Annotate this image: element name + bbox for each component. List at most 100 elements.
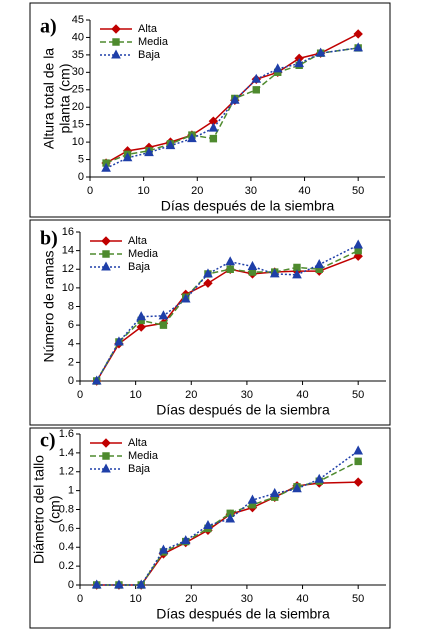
- y-tick-label: 14: [62, 245, 74, 257]
- x-tick-label: 20: [185, 593, 197, 605]
- y-tick-label: 0.8: [59, 503, 74, 515]
- marker: [91, 579, 102, 589]
- x-tick-label: 10: [138, 185, 150, 197]
- legend-label: Baja: [138, 49, 161, 61]
- y-tick-label: 0: [68, 375, 74, 387]
- x-axis-title: Días después de la siembra: [156, 402, 330, 418]
- y-tick-label: 0.6: [59, 522, 74, 534]
- marker: [225, 256, 236, 266]
- y-tick-label: 0: [78, 171, 84, 183]
- marker: [251, 73, 262, 83]
- marker: [91, 375, 102, 385]
- y-tick-label: 1.4: [59, 447, 74, 459]
- marker: [353, 239, 364, 249]
- y-tick-label: 20: [72, 101, 84, 113]
- x-tick-label: 40: [296, 389, 308, 401]
- legend-label: Alta: [128, 235, 148, 247]
- legend-marker: [111, 49, 121, 59]
- y-tick-label: 40: [72, 31, 84, 43]
- y-tick-label: 1.2: [59, 466, 74, 478]
- x-tick-label: 0: [77, 593, 83, 605]
- series-line: [96, 450, 359, 586]
- legend-label: Alta: [138, 23, 158, 35]
- marker: [136, 579, 147, 589]
- y-tick-label: 10: [62, 282, 74, 294]
- legend-marker: [112, 38, 120, 46]
- y-tick-label: 15: [72, 119, 84, 131]
- marker: [353, 445, 364, 455]
- legend-marker: [111, 24, 121, 34]
- marker: [353, 477, 363, 487]
- marker: [203, 519, 213, 530]
- marker: [144, 147, 154, 157]
- x-axis-title: Días después de la siembra: [161, 198, 335, 214]
- marker: [165, 140, 176, 150]
- y-axis-title: (cm): [47, 496, 63, 524]
- y-tick-label: 0.4: [59, 541, 74, 553]
- legend-marker: [101, 261, 111, 271]
- legend-marker: [101, 463, 111, 473]
- x-tick-label: 40: [298, 185, 310, 197]
- x-tick-label: 30: [241, 389, 253, 401]
- marker: [158, 310, 169, 320]
- panel-border: [29, 219, 391, 426]
- y-tick-label: 35: [72, 49, 84, 61]
- marker: [353, 29, 363, 39]
- marker: [114, 336, 124, 346]
- marker: [203, 278, 213, 288]
- y-tick-label: 6: [68, 319, 74, 331]
- series-line: [105, 47, 359, 164]
- y-tick-label: 2: [68, 356, 74, 368]
- marker: [158, 544, 169, 554]
- y-axis-title: Número de ramas: [41, 250, 57, 362]
- series-line: [96, 481, 359, 586]
- marker: [180, 293, 191, 303]
- marker: [226, 265, 234, 273]
- x-tick-label: 50: [352, 185, 364, 197]
- marker: [159, 321, 168, 329]
- marker: [247, 494, 258, 504]
- marker: [101, 162, 111, 172]
- marker: [315, 47, 326, 57]
- y-tick-label: 8: [68, 300, 74, 312]
- x-tick-label: 40: [296, 593, 308, 605]
- y-axis-title: Altura total de la: [41, 48, 57, 149]
- legend-marker: [101, 236, 111, 246]
- x-tick-label: 20: [191, 185, 203, 197]
- marker: [203, 268, 213, 278]
- marker: [136, 322, 146, 332]
- x-tick-label: 0: [77, 389, 83, 401]
- y-tick-label: 25: [72, 84, 84, 96]
- panel-label: b): [40, 228, 58, 250]
- marker: [353, 42, 364, 52]
- legend-label: Baja: [128, 261, 151, 273]
- y-tick-label: 16: [62, 226, 74, 238]
- legend-marker: [101, 438, 111, 448]
- marker: [225, 513, 236, 523]
- marker: [272, 63, 283, 73]
- panel-border: [29, 2, 391, 218]
- x-tick-label: 30: [245, 185, 257, 197]
- y-tick-label: 5: [78, 153, 84, 165]
- marker: [269, 487, 280, 497]
- panel-label: c): [40, 430, 56, 452]
- marker: [136, 311, 147, 321]
- legend-label: Baja: [128, 463, 151, 475]
- series-line: [96, 244, 359, 382]
- x-tick-label: 0: [87, 185, 93, 197]
- legend-label: Alta: [128, 437, 148, 449]
- x-tick-label: 50: [352, 593, 364, 605]
- y-tick-label: 12: [62, 263, 74, 275]
- legend-label: Media: [128, 248, 159, 260]
- y-tick-label: 45: [72, 14, 84, 26]
- marker: [229, 94, 240, 104]
- marker: [292, 483, 302, 493]
- marker: [187, 133, 197, 143]
- legend-marker: [102, 250, 110, 258]
- y-tick-label: 30: [72, 66, 84, 78]
- marker: [314, 259, 325, 269]
- y-tick-label: 0: [68, 579, 74, 591]
- marker: [314, 473, 325, 483]
- marker: [122, 152, 133, 162]
- y-axis-title: Diámetro del tallo: [31, 455, 47, 564]
